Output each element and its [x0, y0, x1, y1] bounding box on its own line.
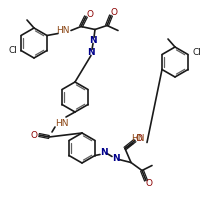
Text: N: N — [87, 48, 95, 57]
Text: O: O — [30, 130, 37, 139]
Text: Cl: Cl — [9, 46, 18, 55]
Text: N: N — [112, 154, 120, 163]
Text: HN: HN — [55, 119, 69, 129]
Text: HN: HN — [56, 26, 70, 35]
Text: HN: HN — [131, 134, 145, 143]
Text: Cl: Cl — [193, 48, 201, 57]
Text: O: O — [145, 179, 152, 188]
Text: O: O — [110, 8, 117, 17]
Text: N: N — [100, 148, 108, 157]
Text: O: O — [136, 134, 143, 143]
Text: N: N — [89, 36, 97, 45]
Text: O: O — [87, 10, 94, 19]
